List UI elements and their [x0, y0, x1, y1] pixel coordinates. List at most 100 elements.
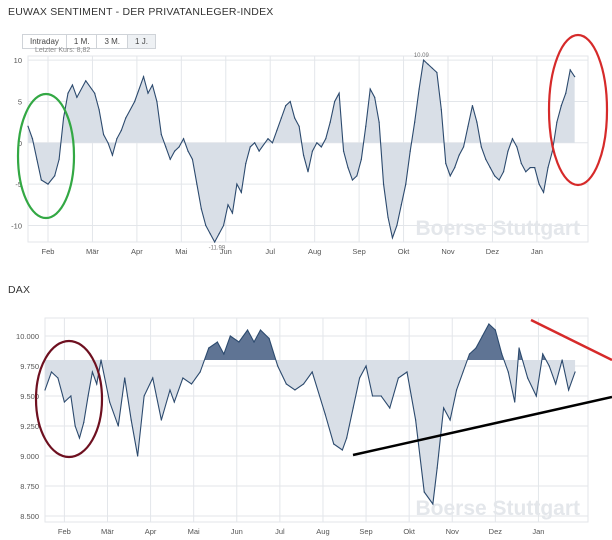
dax-data-point: [432, 503, 434, 505]
sentiment-x-tick-label: Jan: [531, 247, 543, 256]
dax-data-point: [501, 353, 503, 355]
sentiment-data-point: [174, 150, 176, 152]
dax-x-tick-label: Sep: [359, 527, 372, 536]
dax-data-point: [50, 371, 53, 373]
sentiment-data-point: [467, 125, 469, 127]
sentiment-data-point: [440, 109, 442, 111]
dax-data-point: [91, 371, 94, 373]
sentiment-series-line: [27, 59, 576, 244]
sentiment-min-marker: -11.99: [209, 246, 226, 252]
sentiment-data-point: [160, 133, 162, 136]
sentiment-data-point: [187, 150, 189, 152]
sentiment-data-point: [347, 167, 349, 169]
dax-x-tick-label: Mai: [188, 527, 200, 536]
sentiment-data-point: [489, 167, 491, 169]
dax-data-point: [462, 371, 464, 373]
sentiment-data-point: [76, 96, 78, 98]
sentiment-data-point: [382, 183, 385, 185]
sentiment-data-point: [414, 121, 416, 123]
dax-x-tick-label: Okt: [403, 527, 416, 536]
dax-data-point: [182, 377, 184, 379]
sentiment-data-point: [191, 158, 194, 160]
red-circle-annotation: [547, 33, 609, 187]
sentiment-data-point: [142, 76, 145, 78]
dax-data-point: [333, 443, 335, 445]
sentiment-data-point: [54, 175, 56, 177]
sentiment-x-tick-label: Mär: [86, 247, 99, 256]
sentiment-data-point: [200, 208, 202, 210]
sentiment-data-point: [418, 88, 420, 90]
sentiment-data-point: [302, 154, 305, 156]
dax-data-point: [160, 419, 162, 421]
dax-data-point: [548, 365, 550, 367]
tab-1-month[interactable]: 1 M.: [66, 34, 98, 49]
dax-data-point: [246, 329, 249, 331]
dax-data-point: [130, 419, 132, 421]
dax-data-point: [109, 401, 111, 403]
sentiment-x-tick-label: Dez: [486, 247, 500, 256]
sentiment-data-point: [120, 129, 122, 131]
dax-x-tick-label: Jun: [231, 527, 243, 536]
tab-1-year[interactable]: 1 J.: [128, 34, 156, 49]
sentiment-area-fill-alt: [33, 142, 554, 242]
dax-data-point: [358, 377, 361, 379]
dax-data-point: [514, 401, 516, 403]
sentiment-data-point: [556, 121, 558, 123]
dax-series-line: [44, 323, 576, 506]
dax-data-point: [87, 395, 89, 397]
sentiment-data-point: [47, 183, 49, 185]
sentiment-data-point: [365, 125, 367, 127]
sentiment-data-point: [218, 233, 220, 235]
dax-data-point: [346, 437, 348, 439]
sentiment-data-point: [71, 84, 74, 86]
sentiment-data-point: [480, 146, 482, 148]
dax-data-point: [468, 353, 471, 355]
sentiment-data-point: [58, 158, 60, 160]
sentiment-data-point: [267, 138, 269, 140]
sentiment-data-point: [560, 105, 562, 107]
dax-data-point: [100, 359, 102, 361]
sentiment-data-point: [462, 146, 465, 148]
sentiment-data-point: [36, 158, 38, 160]
dax-data-point: [302, 383, 305, 385]
sentiment-panel-title: EUWAX SENTIMENT - DER PRIVATANLEGER-INDE…: [8, 6, 274, 18]
sentiment-data-point: [27, 125, 29, 127]
sentiment-data-point: [205, 224, 207, 227]
sentiment-data-point: [387, 216, 389, 218]
dax-watermark: Boerse Stuttgart: [415, 497, 580, 520]
dax-data-point: [117, 425, 119, 427]
sentiment-data-point: [111, 154, 114, 156]
sentiment-x-tick-label: Jun: [220, 247, 232, 256]
dax-data-point: [475, 347, 477, 349]
dax-x-tick-label: Jan: [532, 527, 544, 536]
sentiment-y-tick-label: -5: [15, 180, 22, 189]
sentiment-data-point: [307, 171, 309, 173]
dax-data-point: [488, 323, 490, 325]
sentiment-y-tick-label: -10: [11, 221, 22, 230]
dax-data-point: [229, 335, 231, 337]
sentiment-data-point: [485, 158, 487, 160]
sentiment-data-point: [374, 96, 376, 98]
dax-data-point: [294, 389, 296, 391]
sentiment-data-point: [227, 204, 229, 206]
dax-panel-title: DAX: [8, 284, 31, 296]
dax-data-point: [63, 401, 65, 403]
sentiment-y-tick-label: 5: [18, 97, 22, 106]
sentiment-data-point: [538, 183, 540, 185]
sentiment-data-point: [405, 183, 407, 185]
tab-3-months[interactable]: 3 M.: [97, 34, 129, 49]
dax-data-point: [70, 395, 72, 397]
sentiment-data-point: [391, 237, 394, 239]
dax-data-point: [253, 341, 255, 343]
sentiment-data-point: [258, 150, 260, 152]
red-resistance-trendline: [530, 318, 612, 362]
sentiment-data-point: [182, 138, 185, 140]
sentiment-data-point: [351, 179, 354, 181]
sentiment-data-point: [338, 92, 340, 94]
sentiment-data-point: [209, 233, 211, 235]
dax-data-point: [152, 377, 154, 379]
sentiment-x-tick-label: Apr: [131, 247, 143, 256]
sentiment-data-point: [289, 100, 291, 103]
tab-intraday[interactable]: Intraday: [22, 34, 67, 49]
sentiment-data-point: [427, 63, 429, 65]
